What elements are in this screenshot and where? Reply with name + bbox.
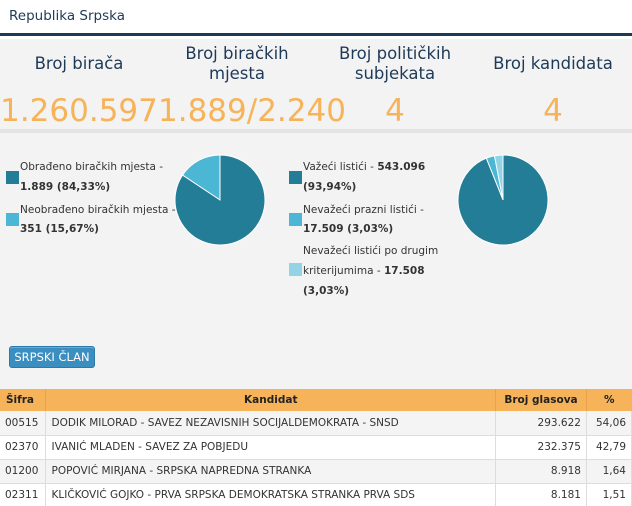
cell-votes: 8.181 xyxy=(495,483,587,506)
serbian-member-button[interactable]: SRPSKI ČLAN xyxy=(9,346,95,368)
header-percent[interactable]: % xyxy=(586,389,632,411)
table-row[interactable]: 00515 DODIK MILORAD - SAVEZ NEZAVISNIH S… xyxy=(0,411,632,436)
legend-other-value: 17.508 xyxy=(383,265,425,277)
table-row[interactable]: 01200 POPOVIĆ MIRJANA - SRPSKA NAPREDNA … xyxy=(0,459,632,484)
cell-percent: 1,51 xyxy=(586,483,632,506)
cell-votes: 232.375 xyxy=(495,435,587,460)
legend-valid-swatch xyxy=(289,171,302,184)
region-title: Republika Srpska xyxy=(9,8,125,24)
legend-unprocessed-text: Neobrađeno biračkih mjesta - xyxy=(20,204,176,216)
stat-voters: Broj birača 1.260.597 xyxy=(0,39,158,129)
results-table: Šifra Kandidat Broj glasova % 00515 DODI… xyxy=(0,389,632,506)
stat-political-subjects-label: Broj političkih subjekata xyxy=(338,44,452,83)
stat-polling-stations: Broj biračkih mjesta 1.889/2.240 xyxy=(158,39,346,129)
legend-other-percent: (3,03%) xyxy=(303,285,350,297)
legend-polling-stations: Obrađeno biračkih mjesta - 1.889 (84,33%… xyxy=(6,157,176,247)
legend-valid-text: Važeći listići - xyxy=(303,161,374,173)
stat-polling-stations-label: Broj biračkih mjesta xyxy=(185,44,289,83)
cell-percent: 42,79 xyxy=(586,435,632,460)
header-votes[interactable]: Broj glasova xyxy=(495,389,587,411)
legend-blank-text: Nevažeći prazni listići - xyxy=(303,204,424,216)
cell-candidate: IVANIĆ MLADEN - SAVEZ ZA POBJEDU xyxy=(45,435,497,460)
legend-valid-percent: (93,94%) xyxy=(303,181,357,193)
table-row[interactable]: 02311 KLIČKOVIĆ GOJKO - PRVA SRPSKA DEMO… xyxy=(0,483,632,506)
legend-other-swatch xyxy=(289,263,302,276)
cell-votes: 293.622 xyxy=(495,411,587,436)
stat-political-subjects: Broj političkih subjekata 4 xyxy=(316,39,474,129)
page-header: Republika Srpska xyxy=(0,0,632,36)
legend-other-text2: kriterijumima - xyxy=(303,265,381,277)
cell-code: 02370 xyxy=(0,435,47,460)
stat-political-subjects-value: 4 xyxy=(385,93,405,129)
table-header-row: Šifra Kandidat Broj glasova % xyxy=(0,389,632,411)
summary-panel: Broj birača 1.260.597 Broj biračkih mjes… xyxy=(0,39,632,389)
stat-polling-stations-value: 1.889/2.240 xyxy=(158,93,346,129)
cell-percent: 54,06 xyxy=(586,411,632,436)
cell-percent: 1,64 xyxy=(586,459,632,484)
stat-candidates: Broj kandidata 4 xyxy=(474,39,632,129)
stat-voters-label: Broj birača xyxy=(34,54,124,73)
legend-blank-swatch xyxy=(289,213,302,226)
stat-voters-value: 1.260.597 xyxy=(0,93,158,129)
cell-candidate: POPOVIĆ MIRJANA - SRPSKA NAPREDNA STRANK… xyxy=(45,459,497,484)
table-row[interactable]: 02370 IVANIĆ MLADEN - SAVEZ ZA POBJEDU 2… xyxy=(0,435,632,460)
cell-code: 02311 xyxy=(0,483,47,506)
cell-code: 00515 xyxy=(0,411,47,436)
pie-slice xyxy=(174,154,266,246)
legend-processed-text: Obrađeno biračkih mjesta - xyxy=(20,161,164,173)
cell-votes: 8.918 xyxy=(495,459,587,484)
header-candidate[interactable]: Kandidat xyxy=(45,389,497,411)
stat-candidates-label: Broj kandidata xyxy=(493,54,613,73)
pie-chart-ballots xyxy=(457,154,549,246)
pie-slice xyxy=(457,154,549,246)
pie-chart-polling-stations xyxy=(174,154,266,246)
legend-valid-value: 543.096 xyxy=(377,161,426,173)
legend-other-text: Nevažeći listići po drugim xyxy=(303,245,439,257)
legend-blank-value: 17.509 (3,03%) xyxy=(303,223,394,235)
cell-candidate: DODIK MILORAD - SAVEZ NEZAVISNIH SOCIJAL… xyxy=(45,411,497,436)
header-code[interactable]: Šifra xyxy=(0,389,47,411)
legend-processed-swatch xyxy=(6,171,19,184)
cell-candidate: KLIČKOVIĆ GOJKO - PRVA SRPSKA DEMOKRATSK… xyxy=(45,483,497,506)
legend-unprocessed-swatch xyxy=(6,213,19,226)
cell-code: 01200 xyxy=(0,459,47,484)
legend-unprocessed-value: 351 (15,67%) xyxy=(20,223,99,235)
section-divider xyxy=(0,129,632,133)
legend-processed-value: 1.889 (84,33%) xyxy=(20,181,111,193)
stat-candidates-value: 4 xyxy=(543,93,563,129)
legend-ballots: Važeći listići - 543.096 (93,94%) Nevaže… xyxy=(289,157,449,307)
